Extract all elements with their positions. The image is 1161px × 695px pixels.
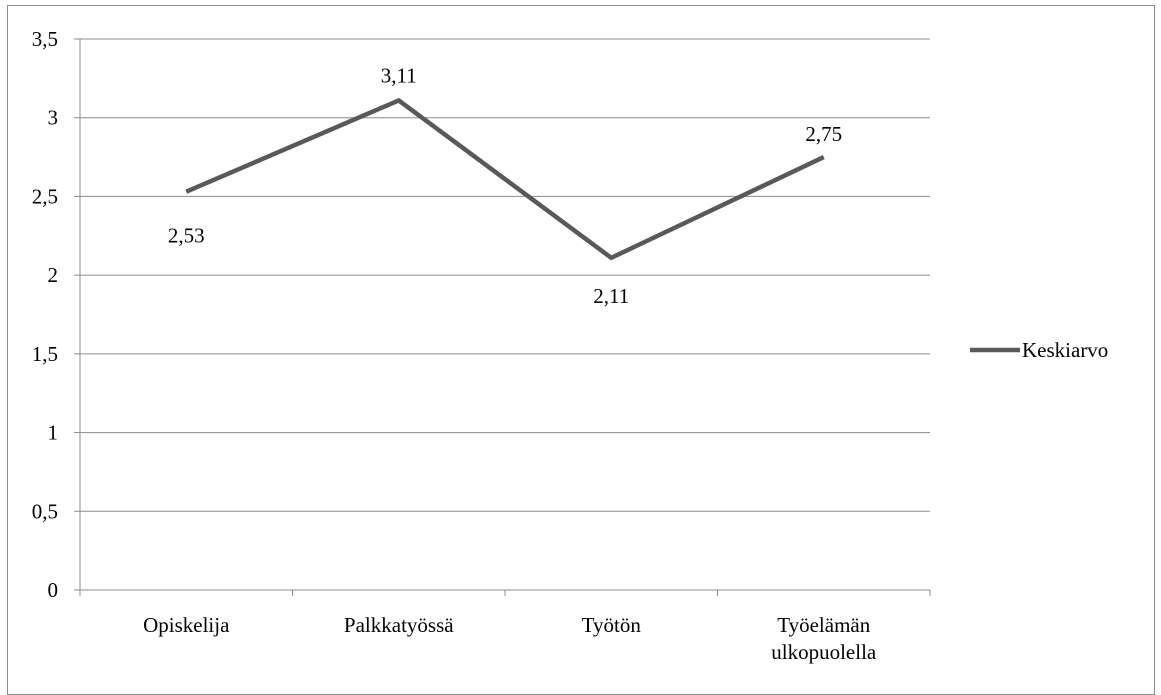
axes xyxy=(74,38,931,596)
data-labels: 2,53 3,11 2,11 2,75 xyxy=(168,63,842,307)
series-line xyxy=(185,97,825,261)
data-label: 2,11 xyxy=(593,284,629,308)
series-keskiarvo xyxy=(185,97,825,261)
data-label: 2,53 xyxy=(168,224,205,248)
y-tick-label: 2 xyxy=(48,263,59,287)
y-tick-label: 1,5 xyxy=(32,342,58,366)
y-tick-label: 2,5 xyxy=(32,184,58,208)
data-label: 3,11 xyxy=(381,63,417,87)
y-tick-label: 0 xyxy=(48,578,59,602)
line-chart: 00,511,522,533,5 Opiskelija Palkkatyössä T… xyxy=(32,27,1109,664)
y-tick-label: 1 xyxy=(48,421,59,445)
x-tick-label: Työtön xyxy=(582,613,642,637)
legend-label: Keskiarvo xyxy=(1022,338,1108,362)
y-tick-label: 0,5 xyxy=(32,499,58,523)
y-axis-tick-labels: 0 0,5 1 1,5 2 2,5 3 3,5 xyxy=(32,27,58,602)
x-tick-label: Opiskelija xyxy=(143,613,230,637)
x-tick-label: Palkkatyössä xyxy=(344,613,454,637)
y-tick-label: 3 xyxy=(48,106,59,130)
x-tick-label: Työelämän ulkopuolella xyxy=(771,613,877,664)
x-axis-tick-labels: Opiskelija Palkkatyössä Työtön Työelämän ulk… xyxy=(143,613,877,664)
legend: Keskiarvo xyxy=(970,338,1108,362)
gridlines xyxy=(80,38,930,512)
chart-area xyxy=(7,5,1155,695)
y-tick-label: 3,5 xyxy=(32,27,58,51)
data-label: 2,75 xyxy=(805,122,842,146)
